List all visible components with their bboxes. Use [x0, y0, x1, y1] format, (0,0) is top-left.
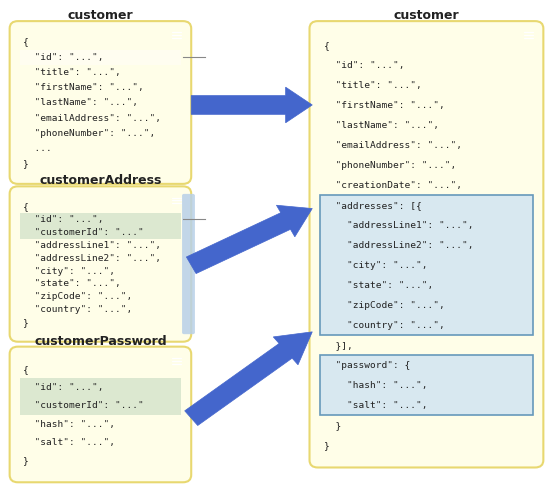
Text: "addressLine1": "...",: "addressLine1": "...",	[23, 241, 161, 249]
FancyBboxPatch shape	[9, 347, 191, 482]
Text: "id": "...",: "id": "...",	[23, 215, 104, 224]
Text: customerPassword: customerPassword	[34, 335, 167, 348]
Text: customer: customer	[394, 9, 459, 22]
FancyBboxPatch shape	[9, 21, 191, 184]
Text: {: {	[325, 41, 330, 50]
Polygon shape	[179, 39, 183, 43]
Text: "phoneNumber": "...",: "phoneNumber": "...",	[325, 161, 457, 170]
Text: }: }	[23, 318, 29, 327]
FancyBboxPatch shape	[320, 355, 533, 415]
Text: "addressLine2": "...",: "addressLine2": "...",	[325, 241, 474, 250]
FancyBboxPatch shape	[182, 194, 195, 334]
Polygon shape	[185, 332, 312, 426]
Text: "state": "...",: "state": "...",	[325, 281, 434, 290]
Polygon shape	[170, 193, 183, 208]
Text: }: }	[325, 421, 342, 430]
Text: }],: }],	[325, 341, 353, 350]
Text: "emailAddress": "...",: "emailAddress": "...",	[23, 114, 161, 123]
Text: "title": "...",: "title": "...",	[23, 68, 121, 77]
Polygon shape	[179, 204, 183, 208]
Text: "salt": "...",: "salt": "...",	[325, 401, 428, 410]
Text: ...: ...	[23, 144, 52, 153]
Polygon shape	[170, 28, 183, 43]
Text: "city": "...",: "city": "...",	[325, 261, 428, 270]
Text: "customerId": "...": "customerId": "..."	[23, 228, 144, 237]
Polygon shape	[191, 87, 312, 123]
Polygon shape	[531, 39, 535, 43]
Text: "id": "...",: "id": "...",	[23, 383, 104, 392]
Polygon shape	[522, 28, 535, 43]
Polygon shape	[179, 365, 183, 368]
Text: "addresses": [{: "addresses": [{	[325, 201, 422, 210]
Text: }: }	[325, 440, 330, 450]
FancyBboxPatch shape	[20, 50, 181, 65]
Text: "addressLine1": "...",: "addressLine1": "...",	[325, 221, 474, 230]
Text: "id": "...",: "id": "...",	[23, 53, 104, 62]
Text: "country": "...",: "country": "...",	[23, 306, 133, 314]
Text: "lastName": "...",: "lastName": "...",	[325, 121, 440, 130]
Text: "addressLine2": "...",: "addressLine2": "...",	[23, 253, 161, 262]
Text: "city": "...",: "city": "...",	[23, 266, 116, 275]
Text: "password": {: "password": {	[325, 361, 411, 370]
Text: "hash": "...",: "hash": "...",	[23, 420, 116, 429]
FancyBboxPatch shape	[310, 21, 544, 468]
Text: "zipCode": "...",: "zipCode": "...",	[23, 293, 133, 302]
Text: "phoneNumber": "...",: "phoneNumber": "...",	[23, 129, 155, 138]
Text: "creationDate": "...",: "creationDate": "...",	[325, 181, 462, 190]
FancyBboxPatch shape	[20, 213, 181, 226]
Polygon shape	[170, 354, 183, 368]
Text: "zipCode": "...",: "zipCode": "...",	[325, 301, 445, 310]
Text: }: }	[23, 456, 29, 465]
Text: {: {	[23, 365, 29, 373]
Text: "salt": "...",: "salt": "...",	[23, 438, 116, 447]
Text: "emailAddress": "...",: "emailAddress": "...",	[325, 141, 462, 150]
Text: customer: customer	[67, 9, 133, 22]
Text: "firstName": "...",: "firstName": "...",	[325, 101, 445, 110]
Text: "country": "...",: "country": "...",	[325, 321, 445, 330]
FancyBboxPatch shape	[9, 186, 191, 342]
Text: {: {	[23, 38, 29, 47]
Text: {: {	[23, 202, 29, 211]
FancyBboxPatch shape	[20, 397, 181, 415]
Text: "lastName": "...",: "lastName": "...",	[23, 99, 138, 108]
FancyBboxPatch shape	[320, 195, 533, 335]
Text: "hash": "...",: "hash": "...",	[325, 381, 428, 390]
Text: "id": "...",: "id": "...",	[325, 61, 405, 70]
Text: customerAddress: customerAddress	[39, 174, 161, 187]
FancyBboxPatch shape	[20, 378, 181, 397]
Text: }: }	[23, 159, 29, 169]
Text: "customerId": "...": "customerId": "..."	[23, 401, 144, 410]
FancyBboxPatch shape	[20, 226, 181, 239]
Text: "title": "...",: "title": "...",	[325, 81, 422, 90]
Text: "state": "...",: "state": "...",	[23, 279, 121, 289]
Text: "firstName": "...",: "firstName": "...",	[23, 83, 144, 92]
Polygon shape	[186, 205, 312, 274]
